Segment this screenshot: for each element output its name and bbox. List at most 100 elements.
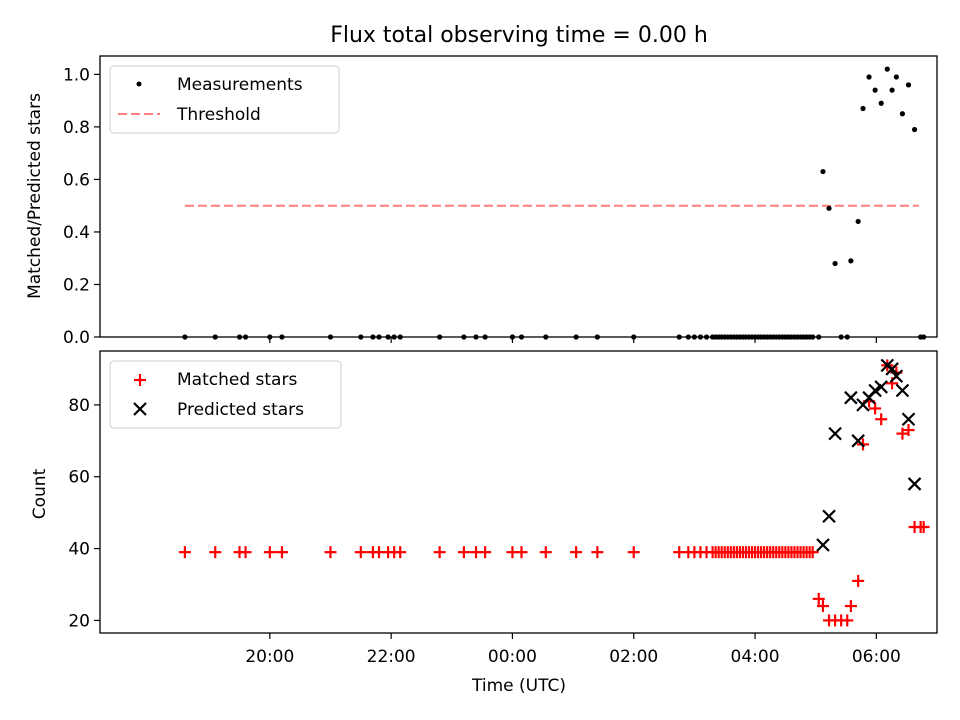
matched-star-marker [354,546,367,559]
measurement-point [370,334,376,340]
measurement-points [182,66,927,340]
legend-label-predicted: Predicted stars [177,400,304,420]
top-legend-box [109,65,340,134]
predicted-star-marker [844,390,858,405]
top-panel: Flux total observing time = 0.00 h Match… [25,23,938,348]
matched-star-marker [869,402,882,415]
measurement-point [889,87,895,93]
x-tick-label: 04:00 [731,647,780,667]
predicted-star-marker [889,369,904,383]
measurement-point [391,334,397,340]
bottom-y-tick-label: 80 [68,396,90,416]
matched-star-marker [178,546,191,559]
x-tick-label: 00:00 [488,647,537,667]
matched-star-marker [812,592,825,605]
measurement-point [212,334,218,340]
measurement-point [838,334,844,340]
matched-star-marker [324,546,337,559]
matched-star-markers [178,359,930,627]
matched-star-marker [806,546,819,559]
x-tick-label: 06:00 [852,647,901,667]
measurement-point [685,334,691,340]
legend-marker-predicted [133,402,147,416]
x-tick-label: 22:00 [367,647,416,667]
measurement-point [893,74,899,80]
bottom-x-ticks: 20:00 22:00 00:00 02:00 04:00 06:00 [245,633,901,667]
bottom-panel: Count Time (UTC) 20 40 60 80 20:00 22:00 00:0… [30,350,938,696]
predicted-star-marker [828,426,842,441]
measurement-point [911,126,918,133]
matched-star-marker [844,600,857,613]
matched-star-marker [539,546,552,559]
measurement-point [327,334,334,340]
matched-star-marker [209,546,222,559]
matched-star-marker [275,546,288,559]
legend-marker-measurements [136,81,142,87]
measurement-point [543,334,549,340]
measurement-point [697,334,704,340]
matched-star-marker [852,574,865,587]
measurement-point [473,334,479,340]
matched-star-marker [479,546,492,559]
measurement-point [816,334,822,340]
matched-star-marker [394,546,407,559]
bottom-y-tick-label: 40 [68,540,90,560]
x-tick-label: 02:00 [609,647,658,667]
measurement-point [826,205,832,211]
measurement-point [518,334,525,340]
top-y-ticks: 0.0 0.2 0.4 0.6 0.8 1.0 [63,65,100,348]
top-y-axis-label: Matched/Predicted stars [25,93,45,299]
matched-star-marker [515,546,528,559]
measurement-point [872,87,878,93]
measurement-point [878,100,884,106]
measurement-point [397,334,403,340]
matched-star-marker [816,600,829,613]
bottom-y-ticks: 20 40 60 80 [68,396,100,631]
measurement-point [594,334,600,340]
measurement-point [676,334,682,340]
x-tick-label: 20:00 [245,647,294,667]
measurement-point [899,111,906,117]
legend-label-measurements: Measurements [177,75,303,95]
measurement-point [848,258,854,264]
measurement-point [182,334,188,340]
measurement-point [358,334,364,340]
measurement-point [820,168,826,175]
chart-title: Flux total observing time = 0.00 h [330,23,708,48]
top-y-tick-label: 0.8 [63,118,90,138]
top-plot-frame [99,55,938,338]
top-y-tick-label: 0.0 [63,328,90,348]
predicted-star-marker [822,509,836,524]
measurement-point [461,334,467,340]
measurement-point [267,334,273,340]
measurement-point [385,334,391,340]
bottom-y-tick-label: 60 [68,468,90,488]
legend-label-matched: Matched stars [177,370,297,390]
measurement-point [884,66,890,72]
predicted-star-marker [901,412,916,427]
measurement-point [482,334,488,340]
measurement-point [810,334,816,340]
measurement-point [921,334,927,340]
predicted-star-marker [885,362,899,376]
bottom-legend-box [109,360,342,429]
top-legend: Measurements Threshold [109,65,340,134]
predicted-star-marker [907,477,922,491]
measurement-point [376,334,382,340]
measurement-point [573,334,579,340]
measurement-point [905,82,912,88]
matched-star-marker [263,546,276,559]
matched-star-marker [875,413,888,426]
measurement-point [860,105,866,112]
measurement-point [855,218,861,225]
predicted-star-marker [874,380,888,394]
measurement-point [509,334,516,340]
matched-star-marker [591,546,604,559]
measurement-point [691,334,697,340]
matched-star-marker [917,521,930,534]
top-y-tick-label: 0.2 [63,275,90,295]
matched-star-marker [570,546,583,559]
measurement-point [866,74,872,80]
bottom-y-tick-label: 20 [68,611,90,631]
matched-star-marker [239,546,252,559]
